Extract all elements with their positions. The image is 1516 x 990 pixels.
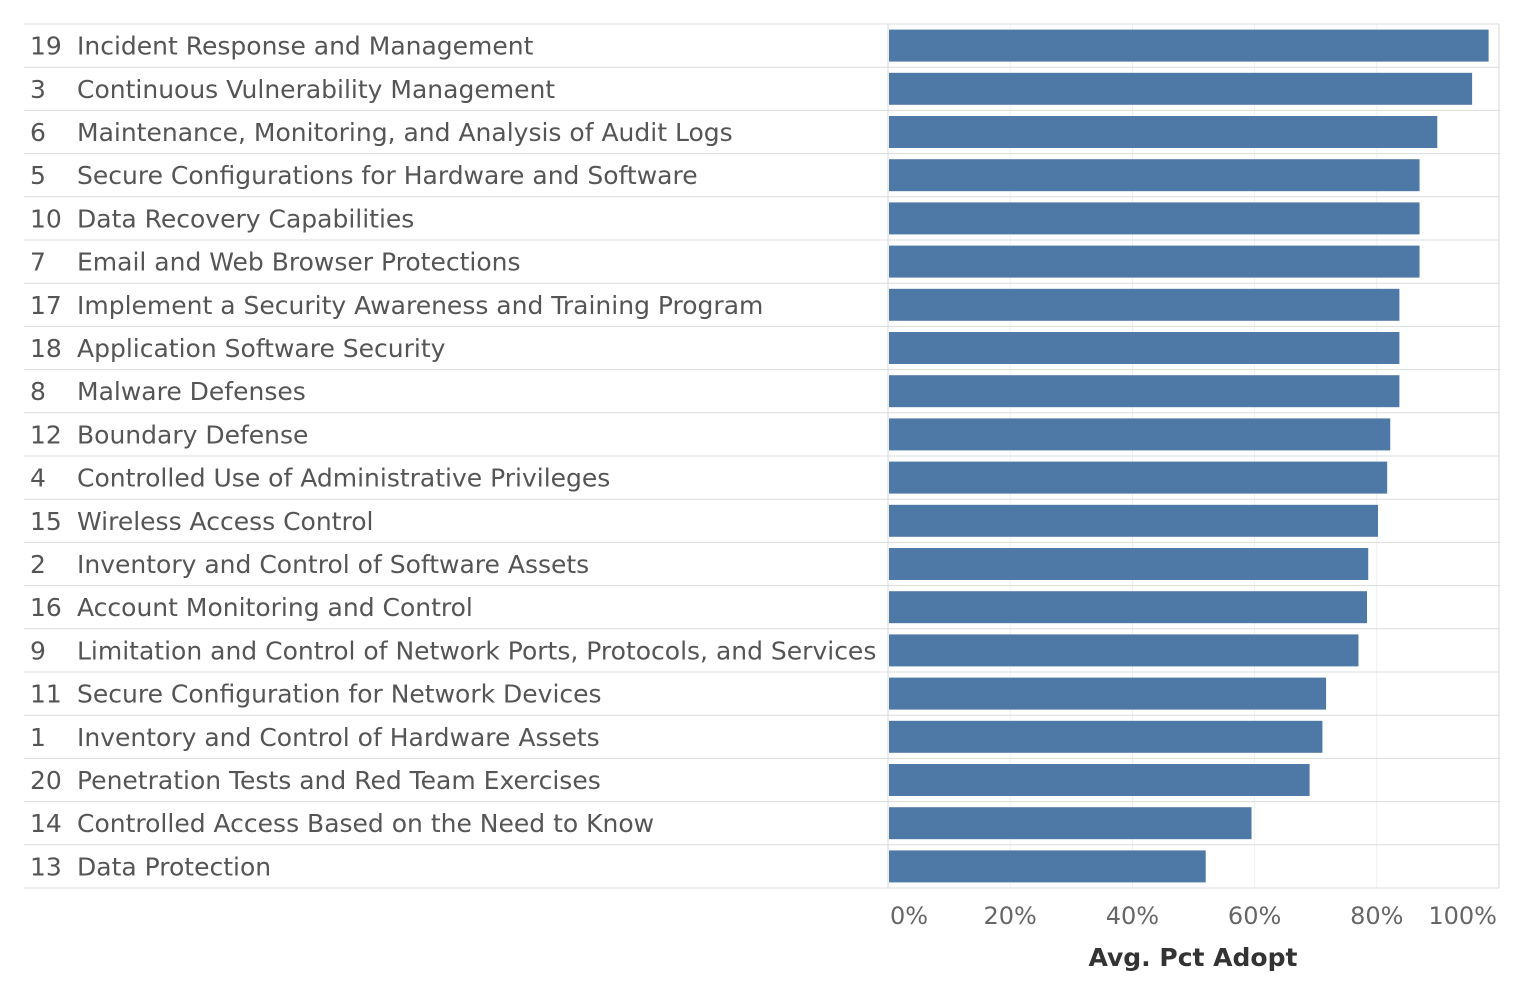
bar [889, 461, 1388, 494]
row-label: Penetration Tests and Red Team Exercises [77, 766, 601, 795]
bar [889, 677, 1327, 710]
row-number: 1 [30, 723, 46, 752]
row-number: 16 [30, 593, 62, 622]
row-number: 14 [30, 809, 62, 838]
bar [889, 159, 1420, 192]
row-label: Continuous Vulnerability Management [77, 75, 555, 104]
row-number: 18 [30, 334, 62, 363]
row-label: Account Monitoring and Control [77, 593, 473, 622]
row-label: Email and Web Browser Protections [77, 248, 521, 277]
row-number: 12 [30, 420, 62, 449]
x-tick-label: 60% [1228, 902, 1281, 930]
bar [889, 850, 1206, 883]
x-tick-label: 0% [890, 902, 928, 930]
row-number: 6 [30, 118, 46, 147]
row-number: 20 [30, 766, 62, 795]
row-number: 15 [30, 507, 62, 536]
row-label: Incident Response and Management [77, 32, 534, 61]
row-label: Controlled Use of Administrative Privile… [77, 464, 610, 493]
x-axis: 0% 20% 40% 60% 80% 100% [890, 902, 1497, 930]
x-tick-label: 20% [984, 902, 1037, 930]
row-number: 13 [30, 852, 62, 881]
x-axis-title: Avg. Pct Adopt [1089, 943, 1298, 972]
bar [889, 29, 1489, 62]
bar [889, 332, 1400, 364]
row-number: 4 [30, 464, 46, 493]
bar [889, 504, 1379, 537]
bar [889, 116, 1438, 148]
row-label: Wireless Access Control [77, 507, 373, 536]
row-label: Implement a Security Awareness and Train… [77, 291, 763, 320]
bar [889, 418, 1391, 451]
row-label: Data Recovery Capabilities [77, 204, 414, 233]
bar [889, 288, 1400, 321]
row-label: Inventory and Control of Software Assets [77, 550, 589, 579]
row-label: Application Software Security [77, 334, 446, 363]
row-label: Malware Defenses [77, 377, 306, 406]
x-tick-label: 80% [1350, 902, 1403, 930]
bar [889, 720, 1323, 753]
row-number: 19 [30, 32, 62, 61]
bars [889, 29, 1489, 883]
row-number: 17 [30, 291, 62, 320]
row-number: 2 [30, 550, 46, 579]
x-tick-label: 100% [1428, 902, 1497, 930]
bar [889, 764, 1310, 796]
bar [889, 375, 1400, 408]
row-dividers [24, 23, 1499, 889]
bar [889, 245, 1420, 278]
x-tick-label: 40% [1106, 902, 1159, 930]
bar [889, 202, 1420, 235]
row-number: 3 [30, 75, 46, 104]
row-label: Maintenance, Monitoring, and Analysis of… [77, 118, 733, 147]
row-number: 10 [30, 204, 62, 233]
row-number: 5 [30, 161, 46, 190]
bar [889, 634, 1359, 667]
bar [889, 807, 1252, 840]
row-label: Boundary Defense [77, 420, 308, 449]
row-label: Secure Configuration for Network Devices [77, 680, 602, 709]
row-label: Inventory and Control of Hardware Assets [77, 723, 600, 752]
row-number: 9 [30, 636, 46, 665]
row-number: 8 [30, 377, 46, 406]
bar [889, 591, 1368, 624]
row-number: 7 [30, 248, 46, 277]
row-number: 11 [30, 680, 62, 709]
bar [889, 548, 1369, 580]
bar [889, 72, 1473, 105]
row-label: Controlled Access Based on the Need to K… [77, 809, 654, 838]
row-label: Secure Configurations for Hardware and S… [77, 161, 698, 190]
row-label: Data Protection [77, 852, 271, 881]
row-label: Limitation and Control of Network Ports,… [77, 636, 876, 665]
